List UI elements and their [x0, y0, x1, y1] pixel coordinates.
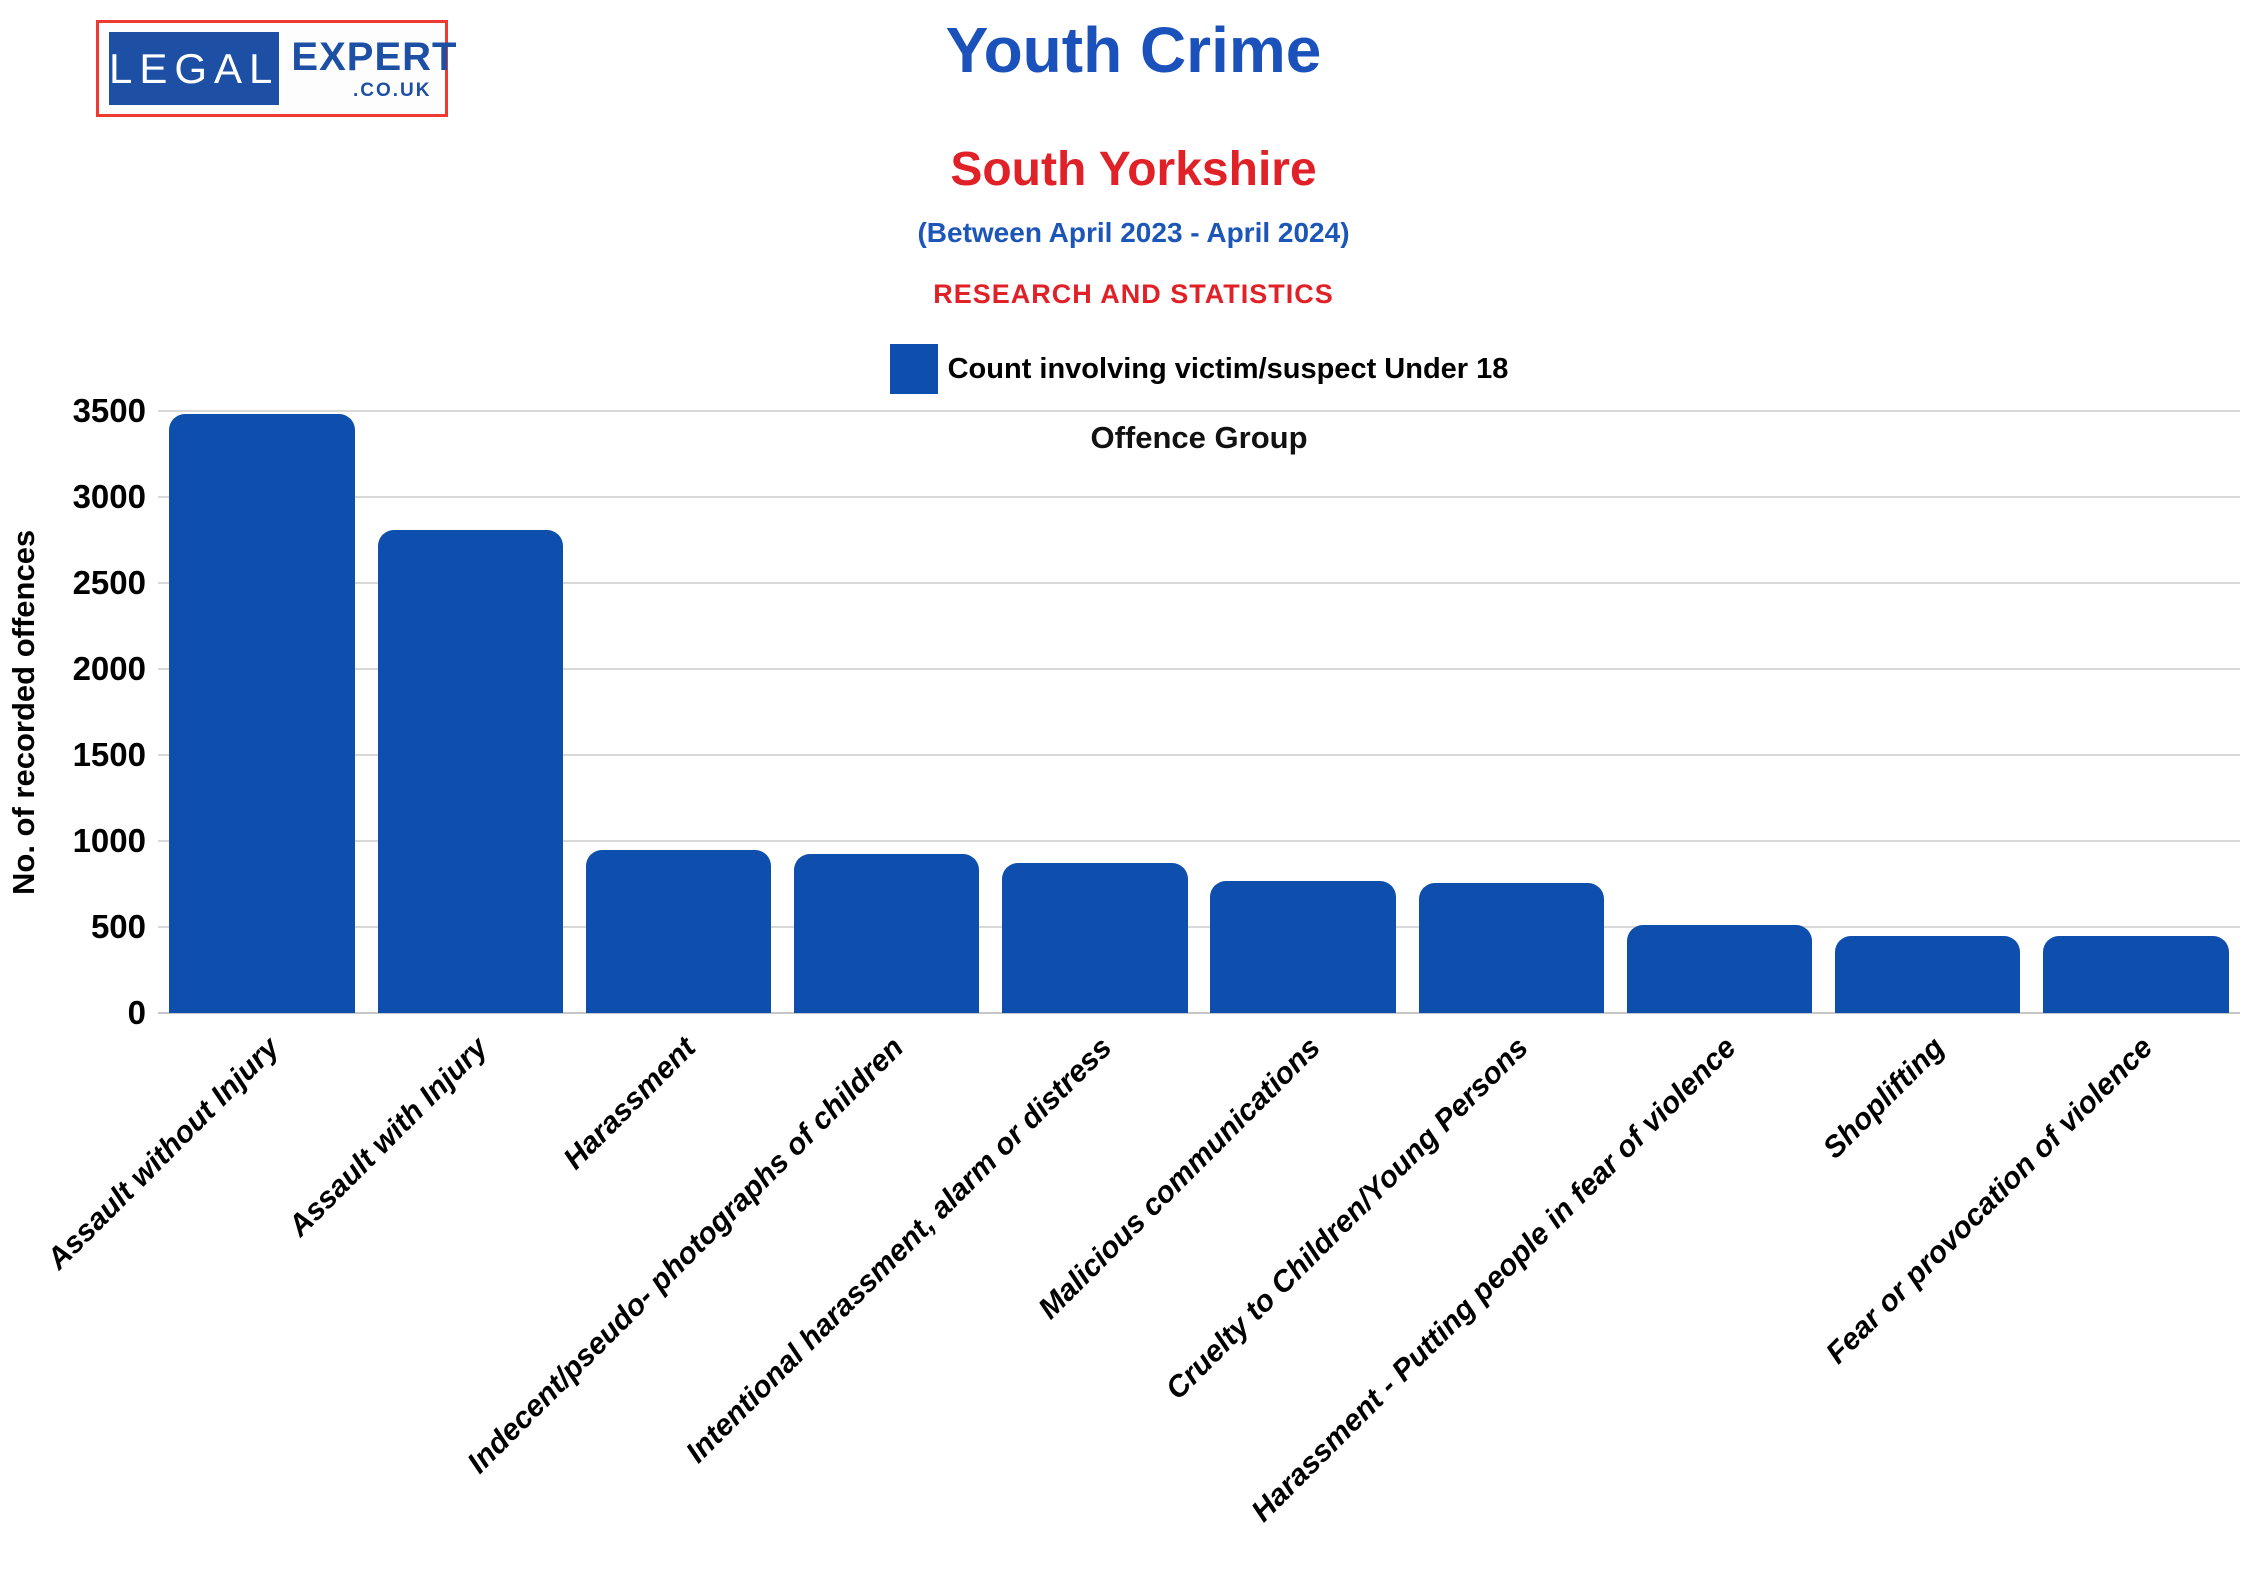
logo-expert-text: EXPERT	[291, 35, 458, 79]
x-axis-label: Intentional harassment, alarm or distres…	[679, 1031, 1119, 1470]
gridline-3500	[158, 410, 2240, 412]
y-tick-label: 0	[127, 994, 146, 1031]
bar-0	[169, 414, 355, 1013]
chart-legend: Count involving victim/suspect Under 18	[158, 344, 2240, 394]
x-axis-label: Fear or provocation of violence	[1819, 1031, 2160, 1371]
gridline-3000	[158, 496, 2240, 498]
gridline-2500	[158, 582, 2240, 584]
bar-1	[377, 529, 563, 1013]
bar-5	[1210, 880, 1396, 1013]
research-tagline: RESEARCH AND STATISTICS	[933, 279, 1334, 309]
logo-legal-box: LEGAL	[109, 32, 280, 105]
logo-right: EXPERT .CO.UK	[291, 37, 457, 100]
gridline-1500	[158, 754, 2240, 756]
bar-8	[1835, 935, 2021, 1013]
bar-3	[794, 853, 980, 1013]
bar-9	[2043, 936, 2229, 1013]
y-tick-label: 3500	[72, 392, 146, 429]
page-title: Youth Crime	[945, 14, 1322, 86]
gridline-500	[158, 926, 2240, 928]
bar-2	[585, 850, 772, 1013]
x-axis-label: Assault with Injury	[281, 1031, 494, 1243]
y-tick-label: 1500	[72, 736, 146, 773]
gridline-2000	[158, 668, 2240, 670]
page-subtitle: South Yorkshire	[950, 143, 1317, 196]
x-axis-label: Harassment - Putting people in fear of v…	[1245, 1031, 1743, 1529]
bar-4	[1002, 862, 1188, 1013]
y-tick-label: 500	[90, 908, 146, 945]
y-tick-label: 2500	[72, 564, 146, 601]
bar-7	[1626, 925, 1813, 1013]
x-axis-label: Assault without Injury	[40, 1031, 286, 1276]
legal-expert-logo: LEGAL EXPERT .CO.UK	[96, 20, 456, 117]
y-tick-label: 2000	[72, 650, 146, 687]
x-axis-label: Harassment	[557, 1031, 702, 1176]
date-range: (Between April 2023 - April 2024)	[917, 217, 1350, 248]
y-tick-label: 3000	[72, 478, 146, 515]
legend-label: Count involving victim/suspect Under 18	[947, 352, 1509, 385]
gridline-0	[158, 1012, 2240, 1014]
chart-title: Offence Group	[1090, 420, 1308, 455]
logo-couk-text: .CO.UK	[352, 80, 432, 101]
x-axis-label: Indecent/pseudo- photographs of children	[461, 1031, 911, 1480]
x-axis-label: Shoplifting	[1816, 1031, 1952, 1166]
legend-swatch	[889, 344, 938, 394]
x-axis-label: Cruelty to Children/Young Persons	[1159, 1031, 1535, 1406]
y-tick-label: 1000	[72, 822, 146, 859]
gridline-1000	[158, 840, 2240, 842]
bar-6	[1418, 883, 1604, 1013]
